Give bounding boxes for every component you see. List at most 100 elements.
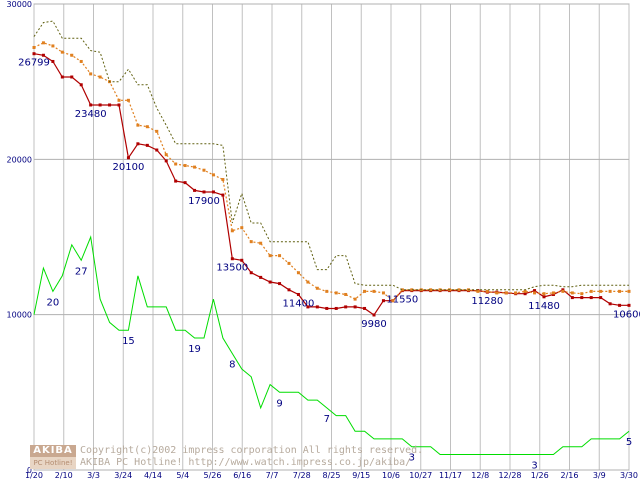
data-point-avg_price <box>296 271 300 275</box>
data-point-avg_price <box>618 289 622 293</box>
data-point-min_price <box>325 306 329 310</box>
data-point-avg_price <box>561 289 565 293</box>
x-tick-label: 3/9 <box>593 471 606 480</box>
count-data-label: 20 <box>47 297 60 308</box>
y-tick-label: 20000 <box>7 155 32 164</box>
data-point-avg_price <box>627 289 631 293</box>
data-point-avg_price <box>268 254 272 258</box>
data-point-avg_price <box>32 45 36 49</box>
data-point-avg_price <box>211 173 215 177</box>
x-tick-label: 9/15 <box>352 471 370 480</box>
data-point-avg_price <box>306 280 310 284</box>
y-tick-label: 30000 <box>7 0 32 9</box>
x-tick-label: 6/16 <box>233 471 251 480</box>
data-point-avg_price <box>41 41 45 45</box>
data-point-avg_price <box>240 226 244 230</box>
data-point-min_price <box>372 313 376 317</box>
data-point-avg_price <box>372 289 376 293</box>
data-point-min_price <box>278 282 282 286</box>
data-point-min_price <box>145 143 149 147</box>
data-point-avg_price <box>580 292 584 296</box>
data-point-avg_price <box>542 292 546 296</box>
data-point-avg_price <box>183 164 187 168</box>
x-tick-label: 10/27 <box>409 471 432 480</box>
x-tick-label: 12/8 <box>471 471 489 480</box>
data-point-avg_price <box>193 165 197 169</box>
data-point-min_price <box>533 289 537 293</box>
data-point-avg_price <box>457 288 461 292</box>
data-point-min_price <box>363 306 367 310</box>
data-point-min_price <box>268 280 272 284</box>
data-point-min_price <box>561 288 565 292</box>
data-point-min_price <box>126 156 130 160</box>
price-data-label: 10600 <box>613 309 640 320</box>
data-point-min_price <box>117 103 121 107</box>
data-point-avg_price <box>608 289 612 293</box>
data-point-min_price <box>41 53 45 57</box>
x-tick-label: 7/7 <box>266 471 279 480</box>
data-point-avg_price <box>325 289 329 293</box>
data-point-avg_price <box>287 261 291 265</box>
data-point-min_price <box>315 305 319 309</box>
x-tick-label: 2/10 <box>55 471 73 480</box>
data-point-avg_price <box>145 125 149 129</box>
price-data-label: 20100 <box>113 162 145 173</box>
data-point-min_price <box>202 190 206 194</box>
data-point-min_price <box>287 288 291 292</box>
y-tick-label: 10000 <box>7 311 32 320</box>
y-tick-label: 0 <box>27 466 32 475</box>
data-point-avg_price <box>249 240 253 244</box>
data-point-min_price <box>627 303 631 307</box>
data-point-avg_price <box>476 289 480 293</box>
data-point-avg_price <box>136 123 140 127</box>
data-point-avg_price <box>259 241 263 245</box>
count-data-label: 5 <box>626 437 632 448</box>
data-point-avg_price <box>363 289 367 293</box>
count-data-label: 7 <box>324 414 330 425</box>
price-data-label: 9980 <box>361 319 386 330</box>
x-tick-label: 8/25 <box>323 471 341 480</box>
x-tick-label: 10/6 <box>382 471 400 480</box>
x-tick-label: 1/20 <box>25 471 43 480</box>
data-point-avg_price <box>599 289 603 293</box>
data-point-avg_price <box>98 75 102 79</box>
data-point-min_price <box>249 271 253 275</box>
data-point-min_price <box>51 59 55 63</box>
copyright-line-1: Copyright(c)2002 impress corporation All… <box>80 445 424 456</box>
data-point-avg_price <box>70 53 74 57</box>
x-tick-label: 5/26 <box>204 471 222 480</box>
data-point-min_price <box>551 292 555 296</box>
price-data-label: 13500 <box>216 263 248 274</box>
data-point-min_price <box>89 103 93 107</box>
data-point-min_price <box>98 103 102 107</box>
data-point-min_price <box>306 305 310 309</box>
data-point-avg_price <box>410 288 414 292</box>
data-point-min_price <box>221 193 225 197</box>
series-line-avg_price <box>33 42 629 302</box>
logo-bottom-text: PC Hotline! <box>30 457 76 469</box>
data-point-avg_price <box>79 59 83 63</box>
data-point-avg_price <box>344 292 348 296</box>
x-tick-label: 3/3 <box>87 471 100 480</box>
price-data-label: 23480 <box>75 109 107 120</box>
data-point-avg_price <box>89 72 93 76</box>
price-data-label: 11400 <box>283 298 315 309</box>
copyright-block: AKIBA PC Hotline! Copyright(c)2002 impre… <box>30 445 530 471</box>
logo-top-text: AKIBA <box>30 445 76 457</box>
data-point-avg_price <box>391 299 395 303</box>
data-point-min_price <box>353 305 357 309</box>
price-data-label: 11550 <box>386 295 418 306</box>
data-point-min_price <box>334 306 338 310</box>
data-point-min_price <box>240 258 244 262</box>
data-point-avg_price <box>523 289 527 293</box>
data-point-min_price <box>79 83 83 87</box>
price-data-label: 26799 <box>18 58 50 69</box>
data-point-avg_price <box>126 98 130 102</box>
data-point-min_price <box>70 75 74 79</box>
data-point-min_price <box>174 179 178 183</box>
data-point-avg_price <box>174 162 178 166</box>
data-point-min_price <box>60 75 64 79</box>
data-point-avg_price <box>315 286 319 290</box>
series-line-shop_count <box>33 235 630 455</box>
